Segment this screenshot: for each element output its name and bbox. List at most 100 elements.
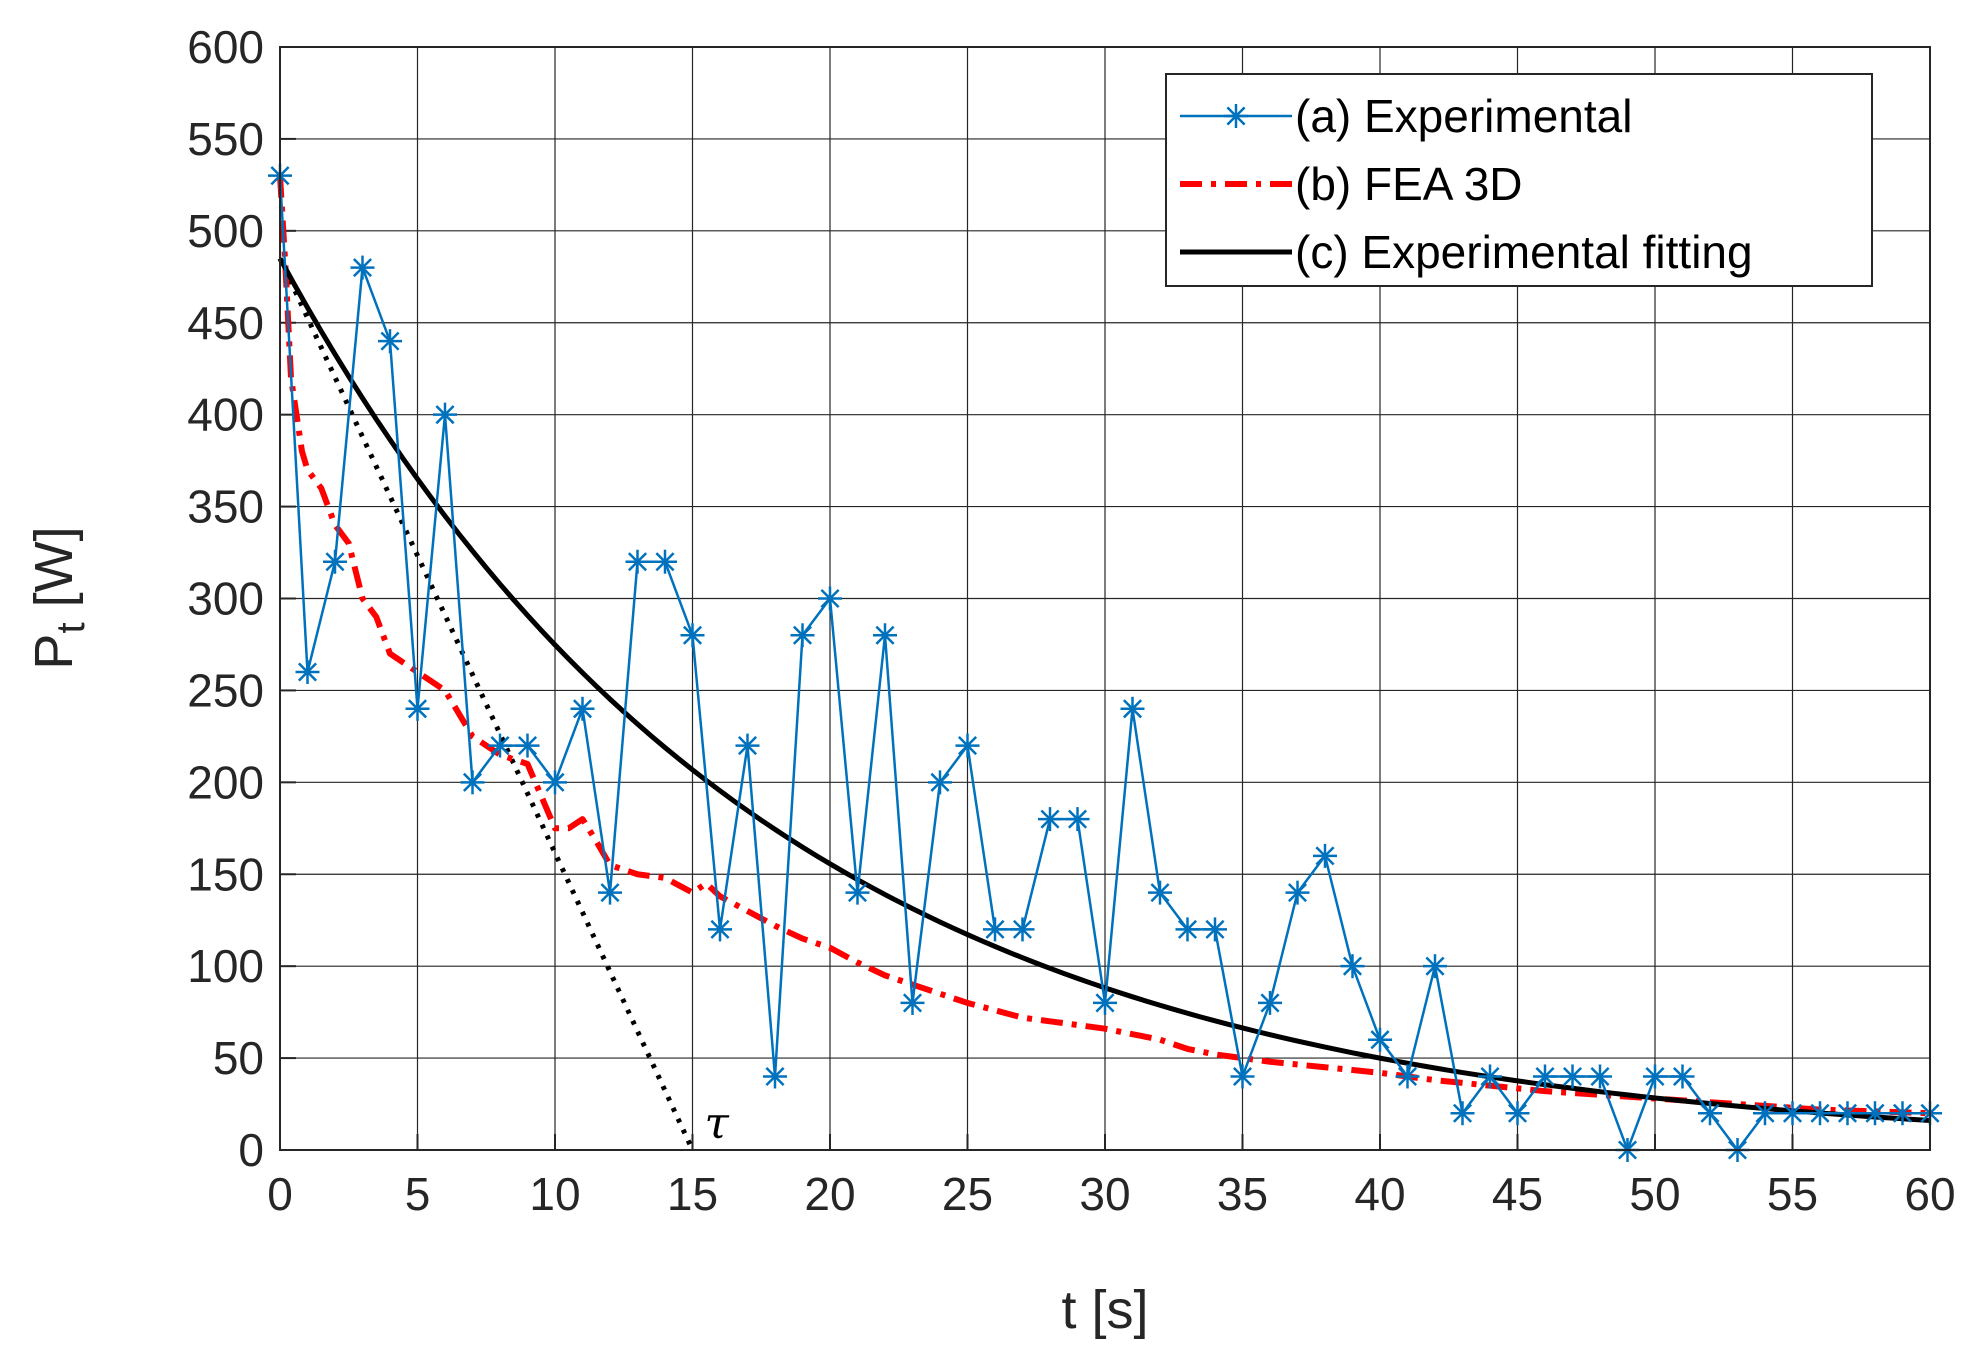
experimental-point xyxy=(680,623,705,648)
x-axis-label: t [s] xyxy=(1061,1280,1148,1340)
y-tick-label: 350 xyxy=(187,481,264,533)
experimental-point xyxy=(1368,1027,1392,1052)
x-tick-label: 30 xyxy=(1079,1168,1130,1220)
x-tick-label: 40 xyxy=(1354,1168,1405,1220)
experimental-point xyxy=(845,880,870,905)
x-tick-label: 5 xyxy=(405,1168,431,1220)
experimental-point xyxy=(1313,843,1337,868)
experimental-point xyxy=(570,696,595,721)
y-axis-label-sub: t xyxy=(49,622,93,633)
y-tick-label: 300 xyxy=(187,573,264,625)
experimental-point xyxy=(818,586,842,611)
legend-entry-fit: (c) Experimental fitting xyxy=(1180,226,1753,278)
legend-entry-experimental: (a) Experimental xyxy=(1180,90,1632,142)
experimental-point xyxy=(1148,880,1172,905)
x-tick-label: 35 xyxy=(1217,1168,1268,1220)
experimental-point xyxy=(790,623,815,648)
y-tick-label: 550 xyxy=(187,113,264,165)
experimental-point xyxy=(515,733,540,758)
experimental-point xyxy=(1643,1064,1667,1089)
experimental-point xyxy=(1340,954,1365,979)
tangent-line xyxy=(277,257,695,1152)
experimental-point xyxy=(1890,1101,1915,1126)
experimental-point xyxy=(1258,990,1282,1015)
x-tick-label: 50 xyxy=(1629,1168,1680,1220)
y-tick-label: 500 xyxy=(187,205,264,257)
experimental-point xyxy=(350,255,375,280)
y-tick-label: 0 xyxy=(238,1124,264,1176)
experimental-point xyxy=(1423,954,1447,979)
x-tick-label: 10 xyxy=(529,1168,580,1220)
experimental-point xyxy=(1505,1101,1530,1126)
experimental-point xyxy=(598,880,622,905)
experimental-point xyxy=(1285,880,1310,905)
y-tick-label: 150 xyxy=(187,848,264,900)
series-experimental-fitting-line xyxy=(277,257,1931,1124)
experimental-point xyxy=(873,623,897,648)
experimental-point xyxy=(378,329,402,354)
experimental-point xyxy=(460,770,485,795)
experimental-point xyxy=(1808,1101,1832,1126)
experimental-point xyxy=(1450,1101,1475,1126)
svg-text:Pt [W]: Pt [W] xyxy=(24,526,93,669)
legend-label-fit: (c) Experimental fitting xyxy=(1295,226,1753,278)
experimental-point xyxy=(1863,1101,1887,1126)
experimental-point xyxy=(405,696,430,721)
experimental-point xyxy=(1698,1101,1722,1126)
y-tick-label: 600 xyxy=(187,21,264,73)
experimental-point xyxy=(1065,807,1090,832)
experimental-point xyxy=(955,733,980,758)
experimental-point xyxy=(1560,1064,1585,1089)
experimental-point xyxy=(1230,1064,1255,1089)
experimental-point xyxy=(1588,1064,1612,1089)
tick-labels: 0 5 10 15 20 25 30 35 40 45 50 55 600501001502002503… xyxy=(187,21,1955,1220)
y-tick-label: 250 xyxy=(187,664,264,716)
experimental-point xyxy=(1093,990,1117,1015)
y-tick-label: 200 xyxy=(187,756,264,808)
legend: (a) Experimental (b) FEA 3D (c) Experime… xyxy=(1165,73,1873,287)
experimental-point xyxy=(1753,1101,1777,1126)
tau-annotation: τ xyxy=(705,1098,730,1149)
legend-label-fea: (b) FEA 3D xyxy=(1295,158,1523,210)
experimental-point xyxy=(1038,807,1062,832)
experimental-point xyxy=(1835,1101,1860,1126)
legend-star-marker xyxy=(1224,104,1248,128)
y-tick-label: 50 xyxy=(213,1032,264,1084)
experimental-point xyxy=(1175,917,1200,942)
experimental-point xyxy=(488,733,512,758)
experimental-point xyxy=(625,549,650,574)
legend-label-experimental: (a) Experimental xyxy=(1295,90,1632,142)
x-tick-label: 45 xyxy=(1492,1168,1543,1220)
y-tick-label: 450 xyxy=(187,297,264,349)
experimental-point xyxy=(295,660,320,685)
experimental-point xyxy=(1533,1064,1557,1089)
axes-box xyxy=(279,46,1931,1151)
x-tick-label: 15 xyxy=(667,1168,718,1220)
experimental-point xyxy=(928,770,952,795)
y-axis-label-main: P xyxy=(24,634,84,670)
experimental-point xyxy=(1120,696,1145,721)
x-tick-label: 0 xyxy=(267,1168,293,1220)
experimental-point xyxy=(1478,1064,1502,1089)
experimental-point xyxy=(983,917,1007,942)
y-axis-label: Pt [W] xyxy=(24,526,93,669)
experimental-point xyxy=(763,1064,787,1089)
y-tick-label: 100 xyxy=(187,940,264,992)
x-tick-label: 55 xyxy=(1767,1168,1818,1220)
x-tick-label: 60 xyxy=(1904,1168,1955,1220)
experimental-point xyxy=(323,549,347,574)
experimental-point xyxy=(1010,917,1035,942)
experimental-point xyxy=(1203,917,1227,942)
legend-entry-fea: (b) FEA 3D xyxy=(1180,158,1523,210)
x-tick-label: 20 xyxy=(804,1168,855,1220)
x-tick-label: 25 xyxy=(942,1168,993,1220)
grid xyxy=(279,46,1931,1151)
experimental-point xyxy=(543,770,567,795)
experimental-point xyxy=(1670,1064,1695,1089)
experimental-point xyxy=(653,549,677,574)
experimental-point xyxy=(900,990,925,1015)
legend-marker-experimental xyxy=(1224,104,1248,128)
experimental-point xyxy=(1395,1064,1420,1089)
y-tick-label: 400 xyxy=(187,389,264,441)
